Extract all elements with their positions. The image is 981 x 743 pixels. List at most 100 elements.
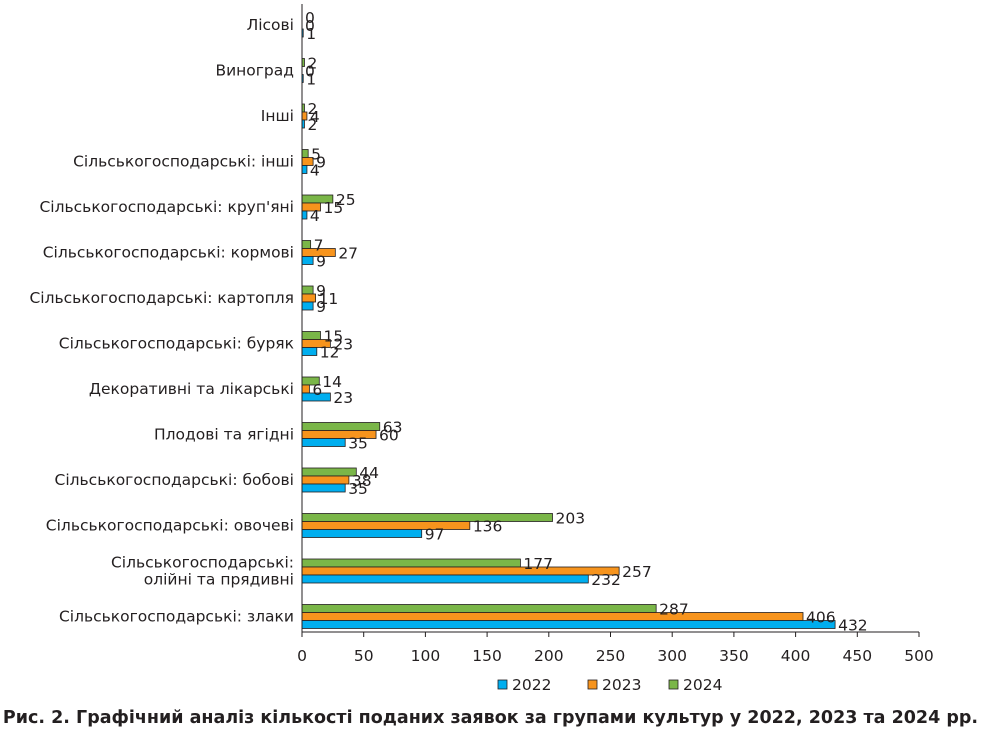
value-label-2022-cat-10: 35 <box>348 480 368 498</box>
x-tick-label: 150 <box>472 647 502 665</box>
bar-2024-cat-5 <box>301 240 312 249</box>
value-label-2022-cat-8: 23 <box>333 389 353 407</box>
value-label-2023-cat-11: 136 <box>473 518 503 536</box>
category-label-line: Сільськогосподарські: буряк <box>59 335 294 353</box>
value-label-2023-cat-0: 0 <box>305 17 315 35</box>
category-label: Сільськогосподарські: олійні та прядивні <box>111 554 294 589</box>
category-label: Сільськогосподарські: кормові <box>43 244 294 262</box>
legend: 2022 2023 2024 <box>497 676 722 694</box>
category-labels-group: Лісові Виноград Інші Сільськогосподарські: … <box>29 16 294 626</box>
value-label-2022-cat-1: 1 <box>306 71 316 89</box>
bar-2022-cat-4 <box>301 210 308 220</box>
x-tick-label: 300 <box>657 647 687 665</box>
value-label-2022-cat-0: 1 <box>306 25 316 43</box>
value-label-2024-cat-5: 7 <box>314 237 324 255</box>
x-tick-label: 450 <box>843 647 873 665</box>
value-label-2024-cat-11: 203 <box>556 510 586 528</box>
value-label-2022-cat-7: 12 <box>320 344 340 362</box>
bars-group <box>301 28 836 629</box>
bar-2023-cat-10 <box>301 475 350 485</box>
bar-2024-cat-12 <box>301 558 521 568</box>
category-label-line: Лісові <box>247 16 294 34</box>
category-label-line: Сільськогосподарські: злаки <box>59 608 294 626</box>
value-label-2024-cat-9: 63 <box>383 419 403 437</box>
value-label-2023-cat-8: 6 <box>312 381 322 399</box>
category-label: Сільськогосподарські: круп'яні <box>39 198 294 216</box>
bar-2024-cat-11 <box>301 513 553 522</box>
value-label-2022-cat-3: 4 <box>310 162 320 180</box>
x-tick-label: 100 <box>411 647 441 665</box>
value-label-2024-cat-7: 15 <box>324 328 344 346</box>
bar-2023-cat-13 <box>301 612 804 621</box>
bar-2024-cat-9 <box>301 422 381 431</box>
legend-label-2022: 2022 <box>512 676 551 694</box>
category-label-line: Сільськогосподарські: круп'яні <box>39 198 294 216</box>
category-label: Сільськогосподарські: злаки <box>59 608 294 626</box>
category-label: Декоративні та лікарські <box>89 380 294 398</box>
bar-2023-cat-2 <box>301 111 308 121</box>
category-label: Сільськогосподарські: картопля <box>29 289 294 307</box>
bar-2024-cat-6 <box>301 285 314 295</box>
legend-swatch-2024 <box>668 679 679 690</box>
value-label-2023-cat-5: 27 <box>338 245 358 263</box>
category-label-line: олійні та прядивні <box>144 571 294 589</box>
category-label-line: Сільськогосподарські: картопля <box>29 289 294 307</box>
bar-2022-cat-13 <box>301 620 836 629</box>
value-label-2024-cat-12: 177 <box>523 555 553 573</box>
value-label-2022-cat-12: 232 <box>591 571 621 589</box>
category-label: Сільськогосподарські: овочеві <box>46 517 294 535</box>
bar-2024-cat-13 <box>301 604 657 613</box>
value-label-2023-cat-6: 11 <box>319 290 339 308</box>
category-label: Сільськогосподарські: буряк <box>59 335 294 353</box>
category-label-line: Сільськогосподарські: овочеві <box>46 517 294 535</box>
value-label-2023-cat-13: 406 <box>806 609 836 627</box>
bar-2023-cat-8 <box>301 384 310 394</box>
bar-2024-cat-3 <box>301 149 309 158</box>
bar-2024-cat-10 <box>301 467 357 477</box>
value-label-2023-cat-10: 38 <box>352 472 372 490</box>
value-label-2024-cat-1: 2 <box>307 55 317 73</box>
value-label-2024-cat-2: 2 <box>307 100 317 118</box>
value-label-2022-cat-4: 4 <box>310 207 320 225</box>
bar-2022-cat-3 <box>301 165 308 174</box>
category-label-line: Сільськогосподарські: бобові <box>55 471 295 489</box>
bar-2022-cat-11 <box>301 529 423 538</box>
category-label: Інші <box>261 107 294 125</box>
value-label-2022-cat-6: 9 <box>316 298 326 316</box>
legend-label-2023: 2023 <box>602 676 641 694</box>
x-tick-label: 0 <box>297 647 307 665</box>
bar-2023-cat-12 <box>301 566 620 576</box>
value-label-2024-cat-4: 25 <box>336 191 356 209</box>
category-label-line: Декоративні та лікарські <box>89 380 294 398</box>
bar-2024-cat-7 <box>301 331 321 340</box>
bar-2022-cat-5 <box>301 256 314 265</box>
value-label-2023-cat-12: 257 <box>622 563 652 581</box>
value-label-2023-cat-3: 9 <box>316 154 326 172</box>
category-label-line: Сільськогосподарські: кормові <box>43 244 294 262</box>
value-label-2024-cat-8: 14 <box>322 373 342 391</box>
bar-2022-cat-10 <box>301 483 346 493</box>
bar-2022-cat-6 <box>301 301 314 311</box>
x-tick-label: 400 <box>781 647 811 665</box>
value-label-2024-cat-6: 9 <box>316 282 326 300</box>
bar-2023-cat-11 <box>301 521 471 530</box>
value-label-2023-cat-4: 15 <box>324 199 344 217</box>
x-tick-label: 350 <box>719 647 749 665</box>
value-label-2023-cat-9: 60 <box>379 427 399 445</box>
category-label: Сільськогосподарські: інші <box>73 153 294 171</box>
category-label: Плодові та ягідні <box>154 426 294 444</box>
category-label: Лісові <box>247 16 294 34</box>
bar-2022-cat-12 <box>301 574 589 584</box>
value-label-2022-cat-5: 9 <box>316 253 326 271</box>
category-label-line: Сільськогосподарські: <box>111 554 294 572</box>
category-label-line: Виноград <box>215 62 294 80</box>
value-label-2024-cat-3: 5 <box>311 146 321 164</box>
category-label-line: Плодові та ягідні <box>154 426 294 444</box>
value-label-2024-cat-13: 287 <box>659 601 689 619</box>
value-label-2023-cat-1: 0 <box>305 63 315 81</box>
value-label-2024-cat-0: 0 <box>305 9 315 27</box>
value-label-2024-cat-10: 44 <box>359 464 379 482</box>
x-tick-label: 200 <box>534 647 564 665</box>
